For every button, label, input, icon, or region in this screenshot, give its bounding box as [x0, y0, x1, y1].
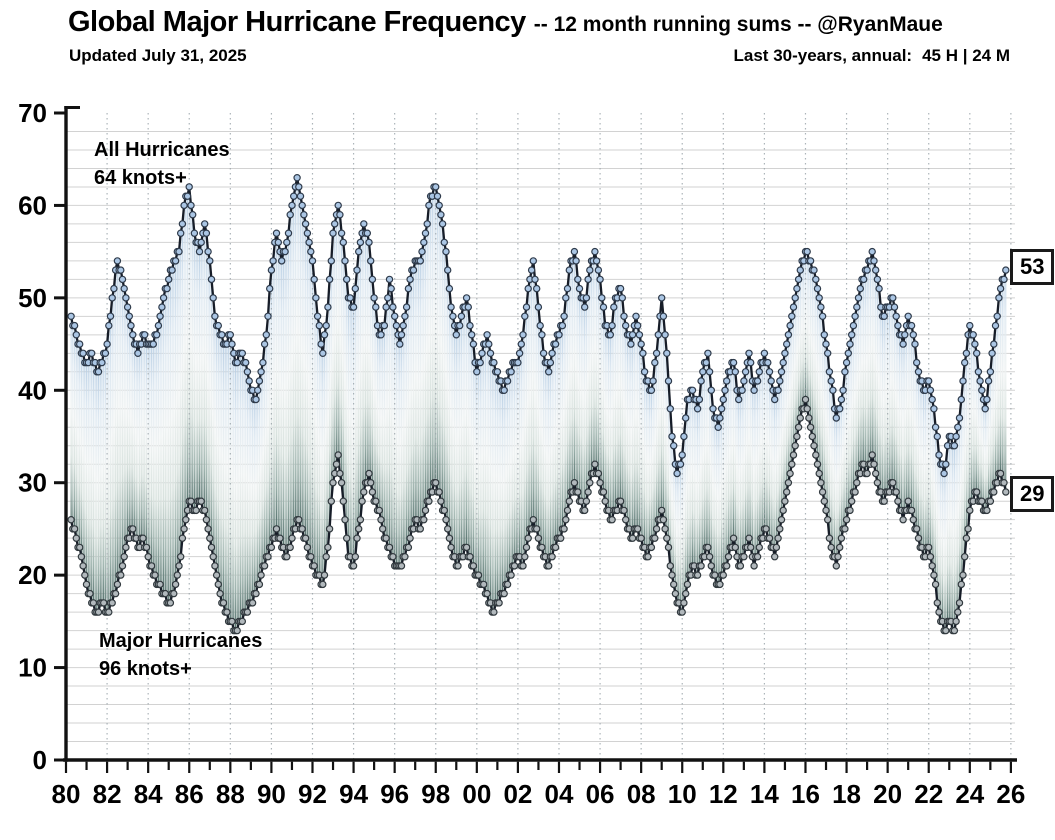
x-tick-label: 82	[93, 779, 122, 809]
x-tick-label: 20	[873, 779, 902, 809]
x-tick-label: 96	[380, 779, 409, 809]
x-tick-label: 08	[627, 779, 656, 809]
x-tick-label: 16	[791, 779, 820, 809]
major-hurricanes-annotation-line2: 96 knots+	[99, 657, 192, 680]
x-tick-label: 86	[175, 779, 204, 809]
major-hurricanes-annotation-line1: Major Hurricanes	[99, 630, 263, 652]
stats-value: 45 H | 24 M	[922, 46, 1010, 65]
x-tick-label: 98	[421, 779, 450, 809]
all-hurricanes-markers	[67, 173, 1010, 478]
page-title: Global Major Hurricane Frequency	[68, 6, 526, 38]
x-tick-label: 92	[298, 779, 327, 809]
axes: 0 10 20 30 40 50 60 70 80 82 84 86 88 90 92 94 96 98 00 02 0…	[18, 98, 1025, 809]
y-tick-label: 50	[18, 283, 47, 313]
x-tick-label: 90	[257, 779, 286, 809]
x-tick-label: 00	[462, 779, 491, 809]
y-tick-label: 30	[18, 468, 47, 498]
all-hurricanes-annotation-line2: 64 knots+	[94, 166, 187, 189]
y-tick-label: 40	[18, 375, 47, 405]
x-tick-label: 12	[709, 779, 738, 809]
x-tick-label: 04	[545, 779, 574, 809]
last-30-years-stats: Last 30-years, annual: 45 H | 24 M	[734, 46, 1010, 66]
x-tick-label: 26	[996, 779, 1025, 809]
fill-between-series	[70, 177, 1007, 631]
x-tick-label: 06	[586, 779, 615, 809]
y-tick-label: 10	[18, 653, 47, 683]
x-tick-label: 22	[914, 779, 943, 809]
chart-header: Global Major Hurricane Frequency -- 12 mo…	[68, 6, 943, 39]
all-hurricanes-annotation: All Hurricanes 64 knots+	[94, 137, 230, 192]
updated-date: Updated July 31, 2025	[69, 46, 247, 65]
x-tick-label: 10	[668, 779, 697, 809]
stats-label: Last 30-years, annual:	[733, 46, 913, 65]
x-tick-label: 14	[750, 779, 779, 809]
y-tick-label: 20	[18, 560, 47, 590]
major-hurricanes-markers	[67, 395, 1010, 635]
x-tick-label: 84	[134, 779, 163, 809]
end-value-box-major: 29	[1010, 476, 1055, 512]
y-tick-label: 70	[18, 98, 47, 128]
x-tick-label: 24	[955, 779, 984, 809]
x-tick-label: 02	[503, 779, 532, 809]
x-tick-label: 80	[52, 779, 81, 809]
y-tick-label: 60	[18, 190, 47, 220]
all-hurricanes-annotation-line1: All Hurricanes	[94, 139, 230, 161]
end-value-box-hurricanes: 53	[1010, 249, 1055, 285]
x-tick-label: 94	[339, 779, 368, 809]
major-hurricanes-annotation: Major Hurricanes 96 knots+	[99, 628, 262, 683]
x-tick-label: 88	[216, 779, 245, 809]
title-suffix: -- 12 month running sums -- @RyanMaue	[533, 13, 943, 36]
x-tick-label: 18	[832, 779, 861, 809]
y-tick-label: 0	[33, 745, 47, 775]
